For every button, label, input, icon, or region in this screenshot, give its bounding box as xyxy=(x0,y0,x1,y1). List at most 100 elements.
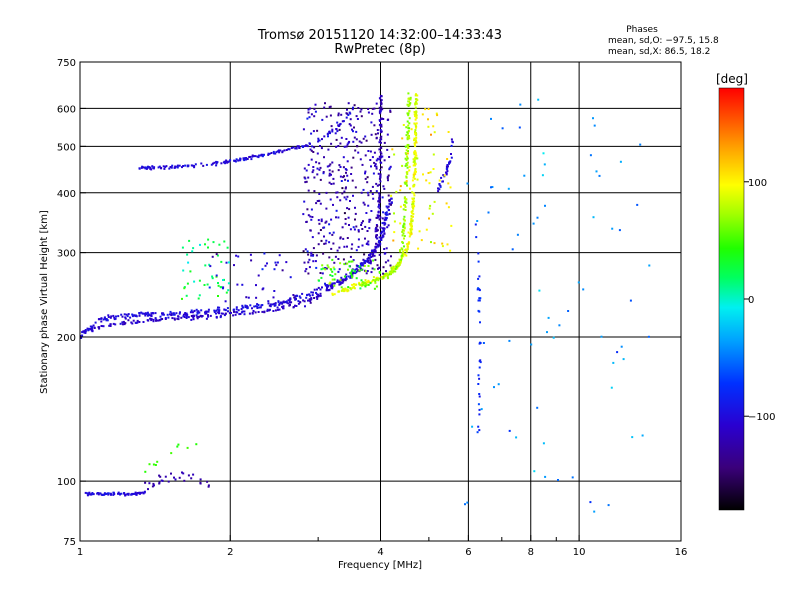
echo-point xyxy=(415,134,418,137)
echo-point xyxy=(279,149,282,152)
echo-point xyxy=(336,121,339,124)
echo-point xyxy=(272,310,275,312)
echo-point xyxy=(378,192,381,195)
echo-point xyxy=(223,314,226,317)
echo-point xyxy=(144,481,147,484)
echo-point xyxy=(404,157,407,160)
echo-point xyxy=(193,165,196,167)
echo-point xyxy=(404,201,407,203)
echo-point xyxy=(124,317,127,320)
echo-point xyxy=(491,186,494,188)
echo-point xyxy=(352,226,355,229)
echo-point xyxy=(350,288,353,291)
echo-point xyxy=(292,146,295,149)
echo-point xyxy=(138,491,141,494)
echo-point xyxy=(294,147,297,150)
echo-point xyxy=(380,275,383,278)
echo-point xyxy=(169,166,172,168)
echo-point xyxy=(311,294,314,297)
echo-point xyxy=(416,157,419,160)
echo-point xyxy=(106,319,109,322)
echo-point xyxy=(373,107,376,110)
echo-point xyxy=(366,270,369,272)
echo-point xyxy=(189,311,192,314)
echo-point xyxy=(326,286,328,289)
echo-point xyxy=(357,229,360,232)
echo-point xyxy=(451,141,454,144)
echo-point xyxy=(390,202,393,205)
echo-point xyxy=(233,264,235,267)
echo-point xyxy=(410,210,413,213)
echo-point xyxy=(411,201,414,203)
echo-point xyxy=(305,268,308,270)
echo-point xyxy=(218,306,221,309)
echo-point xyxy=(359,158,362,161)
echo-point xyxy=(370,133,373,136)
echo-point xyxy=(347,114,350,116)
echo-point xyxy=(273,152,275,155)
echo-point xyxy=(272,150,275,153)
y-tick-label: 75 xyxy=(63,537,76,548)
echo-point xyxy=(154,312,157,315)
echo-point xyxy=(379,108,382,111)
echo-point xyxy=(352,140,355,143)
echo-point xyxy=(80,335,82,337)
echo-point xyxy=(385,272,388,275)
echo-point xyxy=(322,267,325,270)
echo-point xyxy=(477,374,480,377)
echo-point xyxy=(86,494,89,497)
echo-point xyxy=(310,208,313,211)
echo-point xyxy=(200,162,203,165)
echo-point xyxy=(152,318,155,321)
echo-point xyxy=(315,202,318,205)
echo-point xyxy=(516,233,519,236)
echo-point xyxy=(97,493,100,496)
echo-point xyxy=(319,145,321,147)
echo-point xyxy=(219,316,222,319)
echo-point xyxy=(371,107,374,110)
echo-point xyxy=(251,155,254,158)
echo-point xyxy=(341,281,344,284)
echo-point xyxy=(379,157,382,160)
echo-point xyxy=(417,247,420,250)
echo-point xyxy=(542,442,545,445)
echo-point xyxy=(479,359,482,362)
echo-point xyxy=(407,112,410,115)
echo-point xyxy=(411,225,413,228)
echo-point xyxy=(298,146,301,149)
echo-point xyxy=(134,491,137,494)
echo-point xyxy=(392,267,395,270)
echo-point xyxy=(403,235,406,237)
echo-point xyxy=(441,245,444,248)
echo-point xyxy=(170,312,173,315)
echo-point xyxy=(245,296,248,299)
echo-point xyxy=(330,247,333,250)
echo-point xyxy=(170,166,173,169)
echo-point xyxy=(337,112,340,115)
echo-point xyxy=(381,236,384,239)
echo-point xyxy=(375,242,377,245)
echo-point xyxy=(220,260,223,263)
echo-point xyxy=(323,242,326,245)
echo-point xyxy=(376,229,379,232)
echo-point xyxy=(349,272,352,275)
echo-point xyxy=(182,269,185,272)
echo-point xyxy=(323,235,325,238)
echo-point xyxy=(405,249,408,252)
echo-point xyxy=(103,492,106,495)
echo-point xyxy=(413,177,416,180)
echo-point xyxy=(320,268,323,271)
echo-point xyxy=(211,277,214,280)
echo-point xyxy=(162,165,165,168)
echo-point xyxy=(246,306,249,308)
echo-point xyxy=(354,149,357,152)
echo-point xyxy=(309,142,311,145)
echo-point xyxy=(360,115,363,118)
echo-point xyxy=(208,286,211,289)
echo-point xyxy=(227,310,229,313)
echo-point xyxy=(99,492,102,495)
echo-point xyxy=(313,107,316,110)
echo-point xyxy=(361,282,364,285)
echo-point xyxy=(387,205,390,208)
echo-point xyxy=(204,243,206,246)
